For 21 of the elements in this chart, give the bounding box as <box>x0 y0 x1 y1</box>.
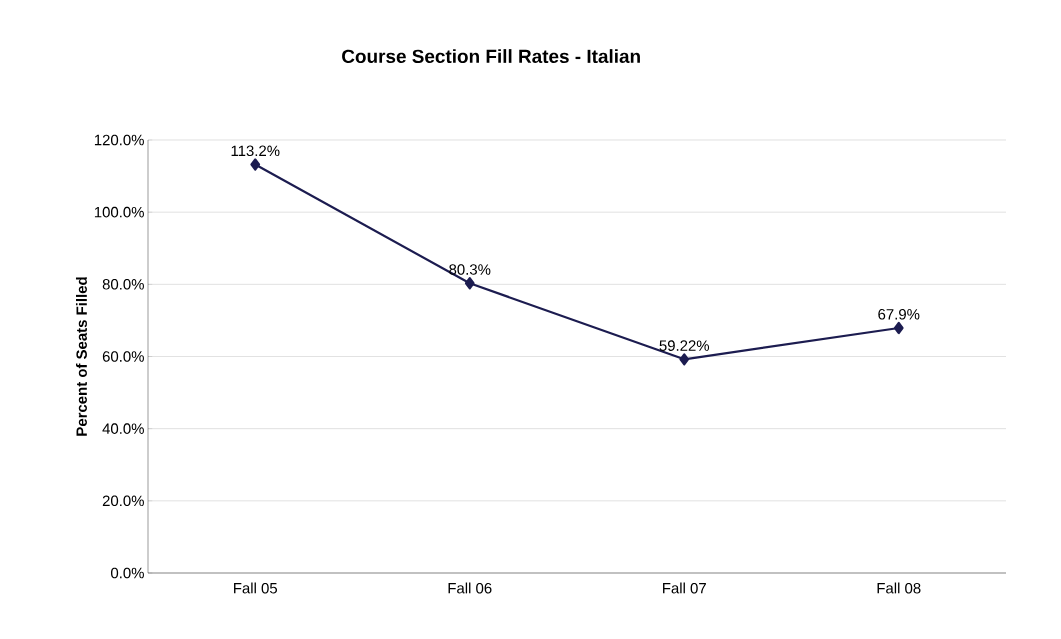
data-label: 113.2% <box>231 145 280 157</box>
data-label: 59.22% <box>659 340 710 351</box>
x-tick-label: Fall 05 <box>234 582 278 594</box>
x-tick-label: Fall 07 <box>663 582 706 594</box>
x-tick-label: Fall 06 <box>448 582 492 594</box>
point <box>679 353 690 366</box>
point <box>464 277 475 290</box>
x-tick-label: Fall 08 <box>877 582 921 594</box>
y-tick-label: 60.0% <box>102 351 144 362</box>
y-tick-label: 0.0% <box>111 567 144 579</box>
point <box>250 158 261 171</box>
y-tick-label: 80.0% <box>102 279 144 290</box>
y-tick-label: 20.0% <box>102 495 144 507</box>
data-label: 80.3% <box>449 264 491 275</box>
data-label: 67.9% <box>878 308 920 320</box>
chart-title: Course Section Fill Rates - Italian <box>342 49 640 64</box>
y-axis-title: Percent of Seats Filled <box>75 277 87 436</box>
y-tick-label: 120.0% <box>94 134 144 146</box>
point <box>893 321 904 335</box>
y-tick-label: 40.0% <box>102 423 144 434</box>
y-tick-label: 100.0% <box>94 206 144 218</box>
